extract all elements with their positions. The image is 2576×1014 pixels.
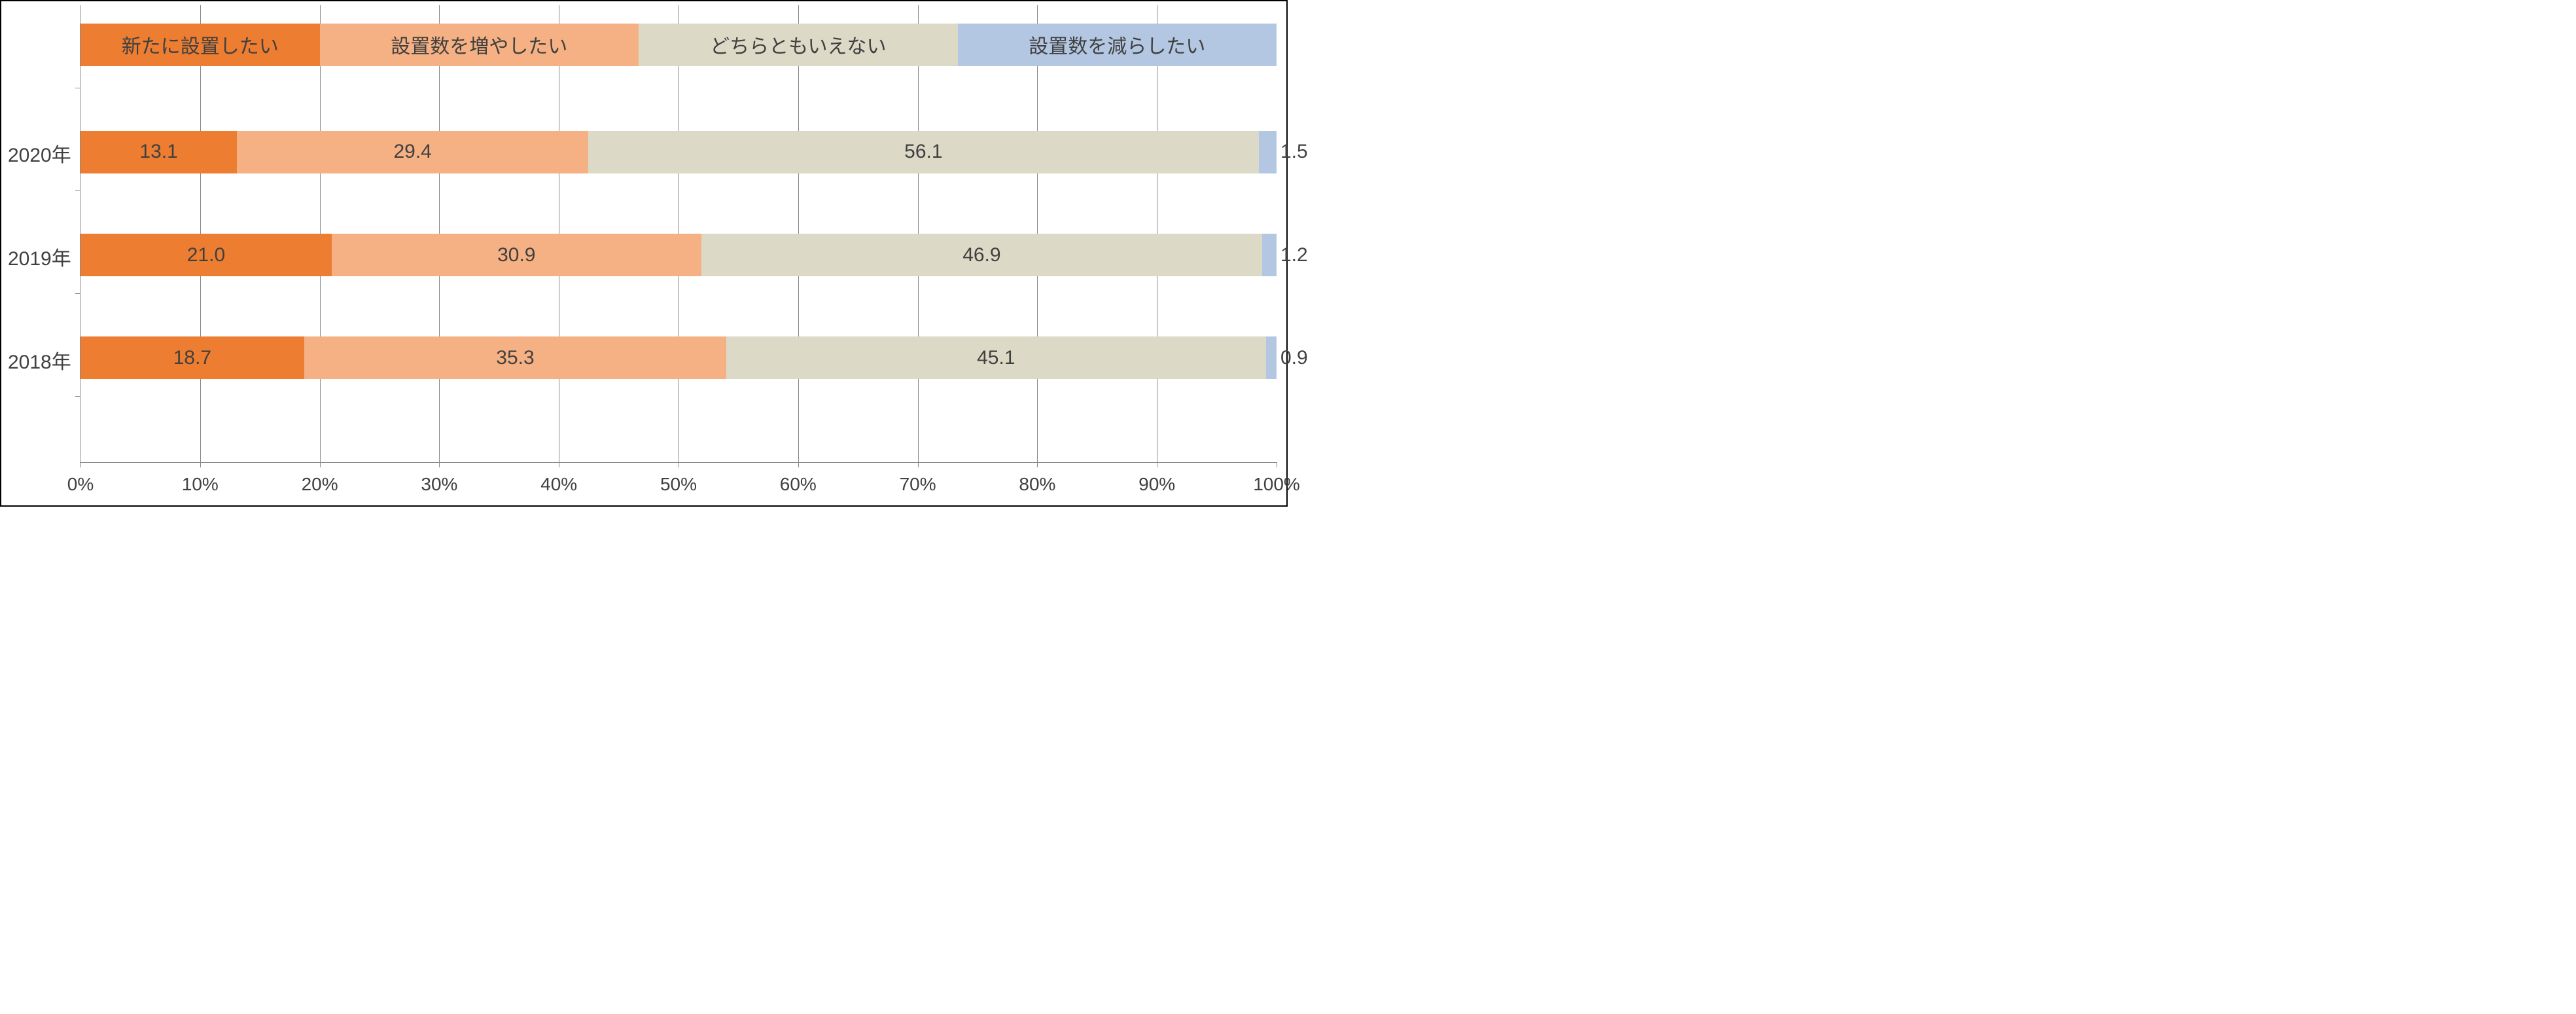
x-tick-label: 10% [182,474,219,495]
bar-row: 18.7 35.3 45.1 0.9 [80,336,1277,379]
bar-value-label: 18.7 [173,347,211,369]
bar-value-label: 29.4 [393,141,431,163]
legend-item: 新たに設置したい [80,24,320,66]
bar-segment: 1.5 [1259,131,1277,173]
bar-value-label: 46.9 [962,244,1000,266]
bar-row: 21.0 30.9 46.9 1.2 [80,234,1277,276]
plot-area: 0%10%20%30%40%50%60%70%80%90%100%新たに設置した… [80,5,1277,463]
y-category-label: 2019年 [8,242,71,271]
x-tick-label: 50% [660,474,697,495]
bar-segment: 45.1 [726,336,1265,379]
bar-segment: 1.2 [1262,234,1277,276]
bar-value-label: 35.3 [496,347,534,369]
x-tick-label: 90% [1138,474,1175,495]
x-tick [439,462,440,467]
x-tick-label: 30% [421,474,457,495]
bar-value-label: 45.1 [977,347,1015,369]
bar-value-label: 1.5 [1280,141,1308,163]
x-tick-label: 70% [900,474,936,495]
bar-segment: 29.4 [237,131,588,173]
x-tick-label: 40% [540,474,577,495]
bar-value-label: 1.2 [1280,244,1308,266]
bar-row: 13.1 29.4 56.1 1.5 [80,131,1277,173]
x-tick [80,462,81,467]
bar-value-label: 56.1 [904,141,942,163]
legend-item: どちらともいえない [639,24,957,66]
y-tick [75,293,80,294]
legend-item: 設置数を増やしたい [320,24,639,66]
bar-segment: 35.3 [304,336,726,379]
bar-value-label: 30.9 [497,244,535,266]
legend: 新たに設置したい設置数を増やしたいどちらともいえない設置数を減らしたい [80,24,1277,66]
x-tick-label: 60% [780,474,817,495]
bar-value-label: 0.9 [1280,347,1308,369]
x-tick-label: 100% [1253,474,1300,495]
bar-segment: 30.9 [332,234,701,276]
x-tick [798,462,799,467]
y-tick [75,190,80,191]
x-tick-label: 0% [67,474,94,495]
bar-value-label: 21.0 [187,244,225,266]
y-tick [75,396,80,397]
x-tick [1037,462,1038,467]
y-category-label: 2018年 [8,346,71,374]
x-tick-label: 80% [1019,474,1055,495]
bar-value-label: 13.1 [139,141,177,163]
bar-segment: 18.7 [80,336,304,379]
bar-segment: 21.0 [80,234,332,276]
x-tick [918,462,919,467]
legend-item: 設置数を減らしたい [958,24,1277,66]
x-tick-label: 20% [302,474,338,495]
bar-segment: 56.1 [588,131,1258,173]
bar-segment: 0.9 [1266,336,1277,379]
y-category-label: 2020年 [8,139,71,168]
x-tick [200,462,201,467]
bar-segment: 13.1 [80,131,237,173]
chart-container: 0%10%20%30%40%50%60%70%80%90%100%新たに設置した… [0,0,1288,507]
bar-segment: 46.9 [701,234,1262,276]
x-tick [320,462,321,467]
